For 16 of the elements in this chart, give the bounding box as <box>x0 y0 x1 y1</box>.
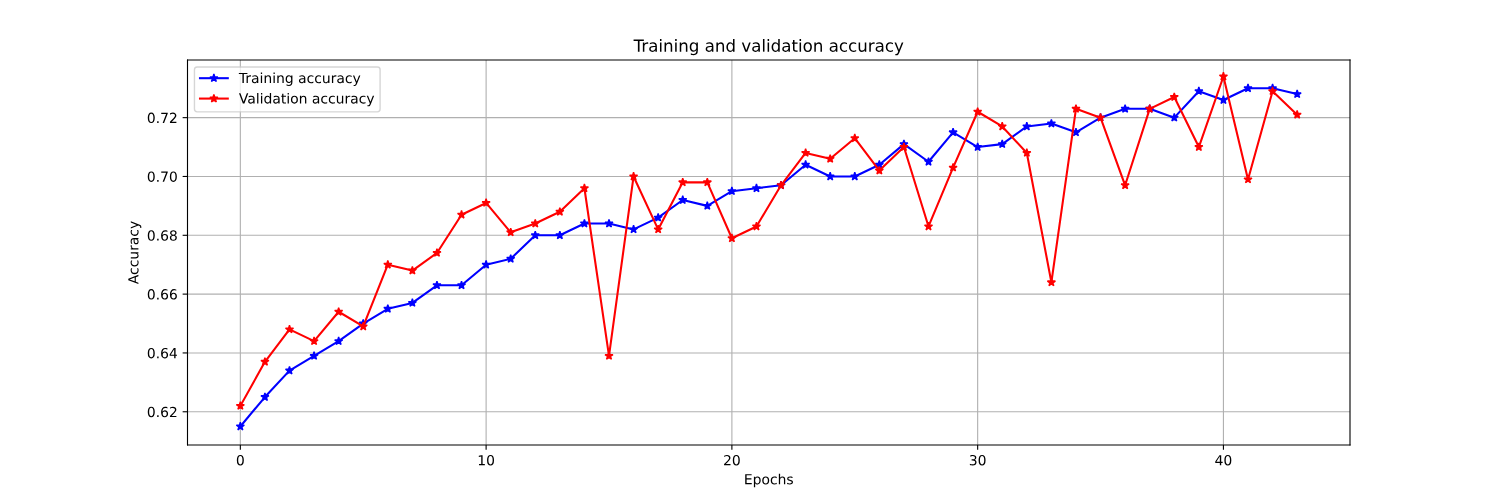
y-tick-label: 0.70 <box>147 171 177 182</box>
y-tick-label: 0.66 <box>147 289 177 300</box>
x-tick-label: 10 <box>478 454 495 466</box>
legend-label: Training accuracy <box>238 72 361 86</box>
y-tick-label: 0.68 <box>147 230 177 241</box>
y-tick-label: 0.64 <box>147 347 177 359</box>
y-tick-label: 0.62 <box>147 406 177 418</box>
y-tick-label: 0.72 <box>147 112 177 124</box>
x-tick-label: 0 <box>236 454 244 466</box>
chart-title: Training and validation accuracy <box>633 39 904 56</box>
x-tick-label: 30 <box>969 454 986 466</box>
legend-label: Validation accuracy <box>239 92 375 107</box>
x-tick-label: 20 <box>724 454 740 466</box>
x-axis-title: Epochs <box>745 473 793 488</box>
y-axis-title: Accuracy <box>128 221 142 285</box>
x-tick-label: 40 <box>1215 454 1232 466</box>
